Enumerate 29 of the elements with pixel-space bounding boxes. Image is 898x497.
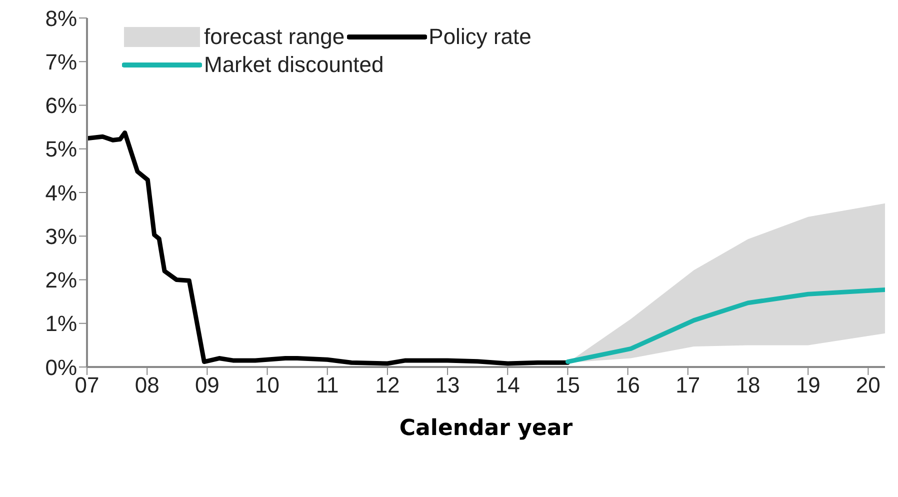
x-tick-label: 11 [316,372,339,398]
x-tick-label: 17 [676,372,700,398]
y-tick-label: 7% [45,49,77,74]
x-tick-label: 12 [375,372,400,398]
annotation: forecast range [204,24,345,50]
y-tick-label: 3% [45,224,77,249]
x-tick-label: 15 [555,372,580,398]
x-tick-label: 20 [856,372,880,398]
y-tick-label: 2% [45,268,77,293]
x-tick-label: 09 [194,372,220,398]
x-tick-label: 19 [796,372,820,398]
x-tick-label: 08 [134,372,160,398]
y-tick-label: 5% [45,136,77,162]
x-axis-title: Calendar year [399,416,573,441]
legend-label: Market discounted [204,52,384,78]
y-tick-label: 1% [45,311,77,336]
y-tick-label: 6% [45,93,77,118]
x-tick-label: 13 [435,372,460,398]
x-tick-label: 18 [736,372,760,398]
legend-label: Policy rate [428,24,532,50]
y-tick-label: 4% [45,180,77,206]
x-tick-label: 16 [616,372,640,398]
x-tick-label: 14 [495,372,520,398]
x-tick-label: 10 [255,372,280,398]
y-tick-label: 8% [45,6,77,31]
x-tick-label: 07 [74,372,100,398]
line-series [565,288,885,364]
line-series [87,130,570,366]
y-tick-label: 0% [45,354,77,380]
